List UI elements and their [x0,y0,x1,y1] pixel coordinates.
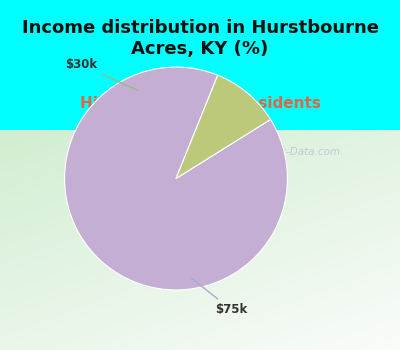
Text: Income distribution in Hurstbourne
Acres, KY (%): Income distribution in Hurstbourne Acres… [22,20,378,58]
Text: City-Data.com: City-Data.com [267,147,341,156]
Wedge shape [176,75,270,178]
Text: $30k: $30k [65,58,138,90]
Text: Hispanic or Latino residents: Hispanic or Latino residents [80,96,320,111]
Wedge shape [64,67,288,290]
Text: $75k: $75k [192,278,248,316]
